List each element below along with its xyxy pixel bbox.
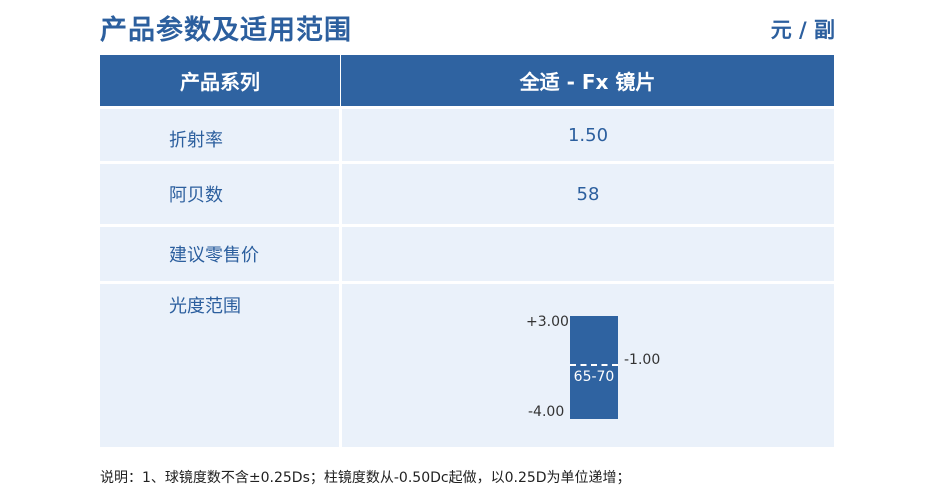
table-row: 折射率 1.50: [100, 106, 834, 163]
row-value-retail-price: [340, 224, 834, 283]
power-range-cell: +3.00 65-70 -1.00 -4.00: [340, 281, 834, 447]
spec-table: 产品系列 全适 - Fx 镜片 折射率 1.50 阿贝数 58 建议零售价 光度…: [100, 55, 834, 447]
page-title: 产品参数及适用范围: [100, 15, 352, 46]
range-divider-line: [570, 364, 618, 366]
range-center-label: 65-70: [573, 369, 615, 385]
row-label-abbe-number: 阿贝数: [100, 161, 342, 226]
row-label-retail-price: 建议零售价: [100, 224, 342, 283]
row-value-abbe-number: 58: [340, 161, 834, 226]
range-divider-label: -1.00: [624, 352, 661, 368]
row-label-refractive-index: 折射率: [100, 106, 342, 163]
footnote: 说明：1、球镜度数不含±0.25Ds；柱镜度数从-0.50Dc起做，以0.25D…: [100, 470, 631, 486]
table-row: 阿贝数 58: [100, 161, 834, 226]
table-header-row: 产品系列 全适 - Fx 镜片: [100, 55, 834, 108]
range-bottom-label: -4.00: [528, 404, 565, 420]
table-row: 光度范围 +3.00 65-70 -1.00 -4.00: [100, 281, 834, 447]
table-row: 建议零售价: [100, 224, 834, 283]
header-product-series: 产品系列: [100, 55, 341, 108]
row-label-power-range: 光度范围: [100, 281, 342, 447]
power-range-bar: 65-70: [570, 316, 618, 419]
header-product-name: 全适 - Fx 镜片: [340, 55, 834, 108]
range-top-label: +3.00: [526, 314, 569, 330]
row-value-refractive-index: 1.50: [340, 106, 834, 163]
unit-label: 元 / 副: [770, 18, 835, 42]
